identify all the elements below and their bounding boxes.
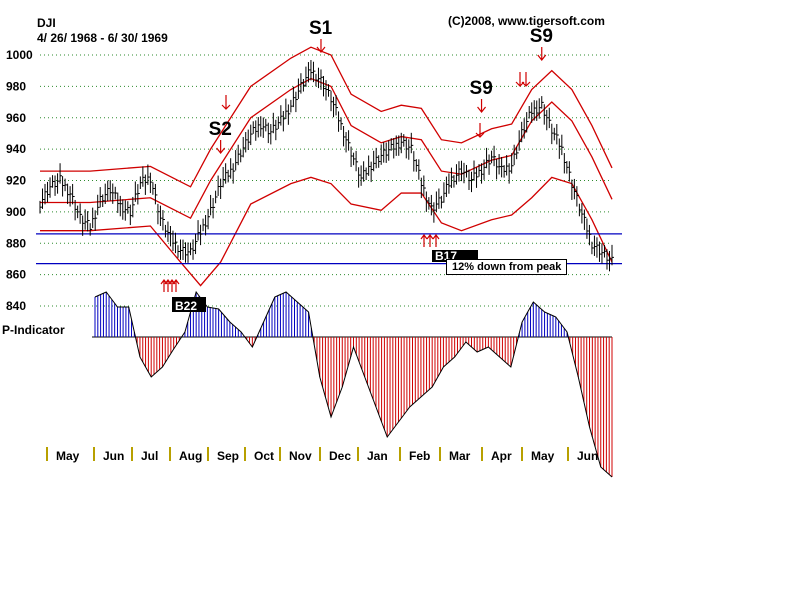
month-label-8: Dec <box>329 449 351 463</box>
sell-arrow-icon <box>521 72 531 87</box>
y-tick-900: 900 <box>6 205 26 219</box>
y-tick-940: 940 <box>6 142 26 156</box>
sell-arrow-icon <box>537 47 547 61</box>
month-label-7: Nov <box>289 449 312 463</box>
month-label-6: Oct <box>254 449 274 463</box>
annotation-box: 12% down from peak <box>446 259 568 275</box>
signal-s2-2: S2 <box>209 119 232 140</box>
buy-arrow-icon <box>172 279 180 292</box>
y-tick-960: 960 <box>6 111 26 125</box>
month-label-1: May <box>56 449 80 463</box>
buy-label-box-1 <box>172 297 206 312</box>
month-label-12: Apr <box>491 449 512 463</box>
sell-arrow-icon <box>221 95 231 110</box>
y-axis-labels: 1000 980 960 940 920 900 880 860 840 <box>6 48 33 313</box>
signal-s9-4: S9 <box>530 26 553 47</box>
buy-arrow-icon <box>426 234 434 247</box>
month-label-2: Jun <box>103 449 124 463</box>
p-indicator-outline <box>94 290 613 478</box>
y-tick-920: 920 <box>6 174 26 188</box>
p-indicator-label: P-Indicator <box>2 323 65 337</box>
month-label-13: May <box>531 449 555 463</box>
signal-s1-1: S1 <box>309 18 333 39</box>
signal-s9-3: S9 <box>470 78 493 99</box>
p-indicator-chart <box>92 290 613 478</box>
y-tick-880: 880 <box>6 236 26 250</box>
sell-arrow-icon <box>477 99 487 113</box>
month-label-14: Jun <box>577 449 598 463</box>
month-label-4: Aug <box>179 449 202 463</box>
y-tick-860: 860 <box>6 268 26 282</box>
month-label-10: Feb <box>409 449 430 463</box>
sell-arrow-icon <box>475 123 485 138</box>
buy-arrow-icon <box>432 234 440 247</box>
price-bars <box>39 60 614 272</box>
ticker-label: DJI <box>37 16 56 30</box>
buy-label-b22: B22 <box>175 299 197 313</box>
month-label-3: Jul <box>141 449 158 463</box>
y-tick-980: 980 <box>6 79 26 93</box>
lower-band <box>40 176 613 287</box>
upper-band <box>40 46 613 188</box>
sell-arrow-icon <box>216 140 226 154</box>
y-tick-840: 840 <box>6 299 26 313</box>
month-label-11: Mar <box>449 449 471 463</box>
sell-arrow-icon <box>515 72 525 87</box>
y-tick-1000: 1000 <box>6 48 33 62</box>
buy-arrow-icon <box>420 234 428 247</box>
copyright-label: (C)2008, www.tigersoft.com <box>448 14 605 28</box>
x-axis-months: May Jun Jul Aug Sep Oct Nov Dec Jan Feb Mar Apr May J… <box>46 447 598 463</box>
sell-arrow-icon <box>316 39 326 53</box>
date-range-label: 4/ 26/ 1968 - 6/ 30/ 1969 <box>37 31 168 45</box>
month-label-9: Jan <box>367 449 388 463</box>
month-label-5: Sep <box>217 449 239 463</box>
